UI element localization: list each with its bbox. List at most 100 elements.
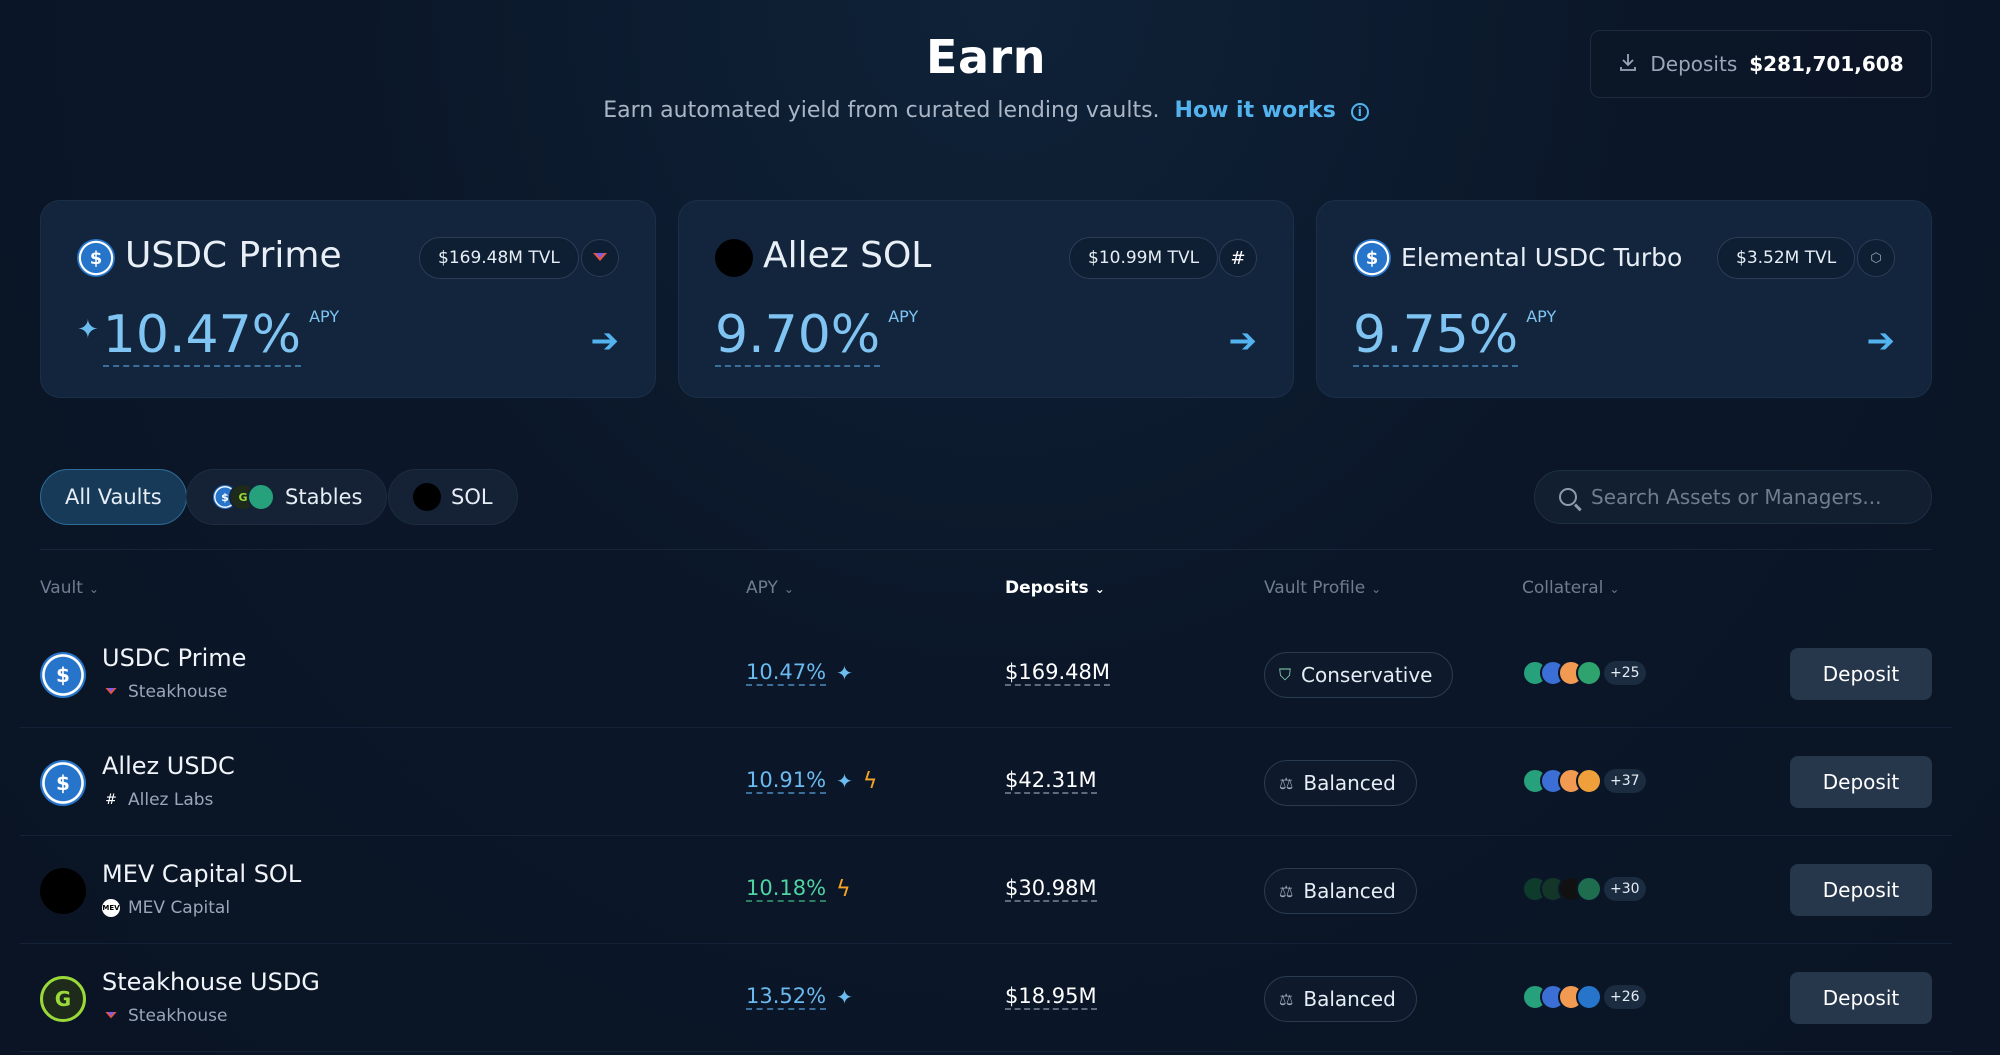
allez-labs-icon: # <box>1219 239 1257 277</box>
filter-all-vaults[interactable]: All Vaults <box>40 469 187 525</box>
steakhouse-icon <box>102 683 120 701</box>
vault-deposits: $169.48M <box>1005 660 1110 686</box>
sparkle-icon: ✦ <box>836 661 853 685</box>
arrow-right-icon[interactable]: ➔ <box>1228 321 1258 361</box>
vault-deposits: $18.95M <box>1005 984 1097 1010</box>
vault-profile-badge: ⚖ Balanced <box>1264 976 1417 1022</box>
subtitle-text: Earn automated yield from curated lendin… <box>603 98 1160 123</box>
card-apy: ✦10.47% APY <box>77 305 340 367</box>
featured-card-usdc-prime[interactable]: $ USDC Prime $169.48M TVL ✦10.47% APY ➔ <box>40 200 656 398</box>
usdt-icon <box>247 483 275 511</box>
vault-name: Steakhouse USDG <box>102 968 320 996</box>
deposits-value: $281,701,608 <box>1749 52 1904 76</box>
card-apy: 9.70% APY <box>715 305 919 367</box>
column-header-apy[interactable]: APY ⌄ <box>746 578 794 598</box>
scale-icon: ⚖ <box>1279 881 1294 901</box>
chevron-down-icon: ⌄ <box>1371 582 1382 596</box>
page-subtitle: Earn automated yield from curated lendin… <box>0 98 1972 123</box>
filter-label: All Vaults <box>65 485 162 509</box>
deposit-button[interactable]: Deposit <box>1790 864 1932 916</box>
column-header-vault[interactable]: Vault ⌄ <box>40 578 99 598</box>
vault-profile-badge: ⛉ Conservative <box>1264 652 1454 698</box>
usdc-icon: $ <box>40 760 86 806</box>
sparkle-icon: ✦ <box>836 769 853 793</box>
filter-label: Stables <box>285 485 363 509</box>
featured-card-allez-sol[interactable]: Allez SOL $10.99M TVL # 9.70% APY ➔ <box>678 200 1294 398</box>
search-box[interactable] <box>1534 470 1932 524</box>
usdc-icon: $ <box>40 652 86 698</box>
deposit-button[interactable]: Deposit <box>1790 756 1932 808</box>
vault-profile-badge: ⚖ Balanced <box>1264 760 1417 806</box>
filter-stables[interactable]: $ G Stables <box>186 469 388 525</box>
vault-apy: 10.47% ✦ <box>746 660 853 686</box>
deposit-button[interactable]: Deposit <box>1790 648 1932 700</box>
filter-label: SOL <box>451 485 493 509</box>
usdg-icon: G <box>40 976 86 1022</box>
column-header-vault-profile[interactable]: Vault Profile ⌄ <box>1264 578 1382 598</box>
collateral-token-icon <box>1576 876 1602 902</box>
vault-apy: 13.52% ✦ <box>746 984 853 1010</box>
filter-sol[interactable]: SOL <box>388 469 518 525</box>
arrow-right-icon[interactable]: ➔ <box>1866 321 1896 361</box>
collateral-more-count: +37 <box>1604 769 1646 793</box>
card-title: Allez SOL <box>763 235 932 276</box>
collateral-token-icon <box>1576 660 1602 686</box>
vault-manager: Steakhouse <box>102 1006 227 1026</box>
chevron-down-icon: ⌄ <box>1094 582 1105 596</box>
vault-apy: 10.18% ϟ <box>746 876 851 902</box>
page-title: Earn <box>926 30 1046 84</box>
sol-icon <box>715 239 753 277</box>
scale-icon: ⚖ <box>1279 989 1294 1009</box>
bolt-icon: ϟ <box>862 768 878 794</box>
featured-card-elemental-usdc-turbo[interactable]: $ Elemental USDC Turbo $3.52M TVL ⬡ 9.75… <box>1316 200 1932 398</box>
steakhouse-icon <box>102 1007 120 1025</box>
table-row[interactable]: $ USDC Prime Steakhouse 10.47% ✦ $169.48M… <box>20 620 1952 728</box>
card-title: USDC Prime <box>125 235 342 276</box>
collateral-icons: +26 <box>1522 984 1646 1010</box>
vault-apy: 10.91% ✦ ϟ <box>746 768 878 794</box>
search-icon <box>1559 488 1577 506</box>
vault-profile-badge: ⚖ Balanced <box>1264 868 1417 914</box>
steakhouse-icon <box>581 239 619 277</box>
collateral-icons: +30 <box>1522 876 1646 902</box>
stables-icon-stack: $ G <box>211 483 275 511</box>
divider <box>40 549 1932 550</box>
deposit-button[interactable]: Deposit <box>1790 972 1932 1024</box>
table-row[interactable]: G Steakhouse USDG Steakhouse 13.52% ✦ $18… <box>20 944 1952 1052</box>
mev-capital-icon: MEV <box>102 899 120 917</box>
vault-name: MEV Capital SOL <box>102 860 302 888</box>
total-deposits: Deposits $281,701,608 <box>1590 30 1932 98</box>
sparkle-icon: ✦ <box>77 315 99 345</box>
how-it-works-link[interactable]: How it works <box>1174 98 1336 123</box>
column-header-collateral[interactable]: Collateral ⌄ <box>1522 578 1620 598</box>
table-row[interactable]: $ Allez USDC # Allez Labs 10.91% ✦ ϟ $42.3… <box>20 728 1952 836</box>
vault-manager: # Allez Labs <box>102 790 213 810</box>
collateral-more-count: +26 <box>1604 985 1646 1009</box>
collateral-icons: +25 <box>1522 660 1646 686</box>
bolt-icon: ϟ <box>836 876 851 902</box>
card-title: Elemental USDC Turbo <box>1401 243 1683 272</box>
collateral-more-count: +30 <box>1604 877 1646 901</box>
usdc-icon: $ <box>1353 239 1391 277</box>
chevron-down-icon: ⌄ <box>783 582 794 596</box>
download-icon <box>1618 52 1638 77</box>
vault-name: USDC Prime <box>102 644 247 672</box>
search-input[interactable] <box>1591 485 1911 509</box>
chevron-down-icon: ⌄ <box>88 582 99 596</box>
collateral-more-count: +25 <box>1604 661 1646 685</box>
usdc-icon: $ <box>77 239 115 277</box>
table-row[interactable]: MEV Capital SOL MEV MEV Capital 10.18% ϟ … <box>20 836 1952 944</box>
tvl-badge: $169.48M TVL <box>419 237 579 279</box>
column-header-deposits[interactable]: Deposits ⌄ <box>1005 578 1105 598</box>
tvl-badge: $10.99M TVL <box>1069 237 1219 279</box>
collateral-token-icon <box>1576 768 1602 794</box>
deposits-label: Deposits <box>1650 52 1738 76</box>
scale-icon: ⚖ <box>1279 773 1294 793</box>
arrow-right-icon[interactable]: ➔ <box>590 321 620 361</box>
collateral-token-icon <box>1576 984 1602 1010</box>
info-icon[interactable]: i <box>1350 103 1369 121</box>
vault-manager: MEV MEV Capital <box>102 898 231 918</box>
sparkle-icon: ✦ <box>836 985 853 1009</box>
sol-icon <box>413 483 441 511</box>
shield-icon: ⛉ <box>1279 665 1292 684</box>
